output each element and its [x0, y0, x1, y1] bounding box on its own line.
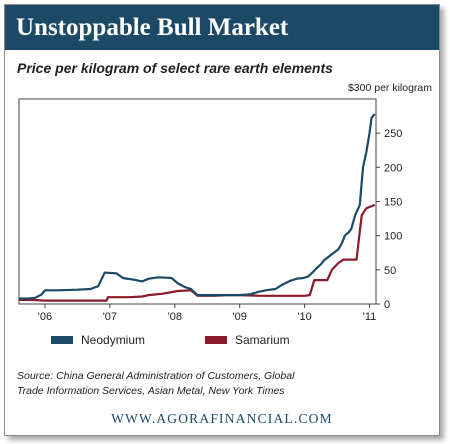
- chart-subtitle: Price per kilogram of select rare earth …: [17, 60, 333, 76]
- y-tick-label: 150: [384, 197, 402, 209]
- x-axis: '06 '07 '08 '09 '10 '11: [38, 304, 376, 323]
- x-tick-label: '07: [103, 311, 117, 323]
- series-line-neodymium: [19, 113, 376, 300]
- x-tick-label: '09: [233, 311, 247, 323]
- source-note: Source: China General Administration of …: [17, 370, 295, 397]
- y-axis: 0 50 100 150 200 250: [376, 128, 402, 311]
- legend: Neodymium Samarium: [51, 333, 290, 347]
- y-tick-label: 50: [384, 265, 396, 277]
- series-lines: [19, 113, 376, 302]
- y-tick-label: 250: [384, 128, 402, 140]
- footer-url[interactable]: WWW.AGORAFINANCIAL.COM: [111, 411, 333, 426]
- y-tick-label: 0: [384, 299, 390, 311]
- x-tick-label: '08: [168, 311, 182, 323]
- legend-label-samarium: Samarium: [235, 333, 290, 347]
- legend-label-neodymium: Neodymium: [81, 333, 145, 347]
- y-tick-label: 100: [384, 231, 402, 243]
- legend-swatch-samarium: [205, 336, 227, 344]
- page-title: Unstoppable Bull Market: [5, 5, 439, 50]
- series-line-samarium: [19, 203, 376, 302]
- y-tick-label: 200: [384, 162, 402, 174]
- chart-card: Unstoppable Bull Market Price per kilogr…: [4, 4, 440, 436]
- x-tick-label: '11: [363, 311, 377, 323]
- y-unit-label: $300 per kilogram: [348, 82, 432, 94]
- x-tick-label: '06: [38, 311, 52, 323]
- x-tick-label: '10: [297, 311, 311, 323]
- plot-frame: [18, 98, 377, 305]
- rare-earth-price-chart: $300 per kilogram 0 50 100 150 200 250 '06 '07…: [18, 82, 432, 347]
- legend-swatch-neodymium: [51, 336, 73, 344]
